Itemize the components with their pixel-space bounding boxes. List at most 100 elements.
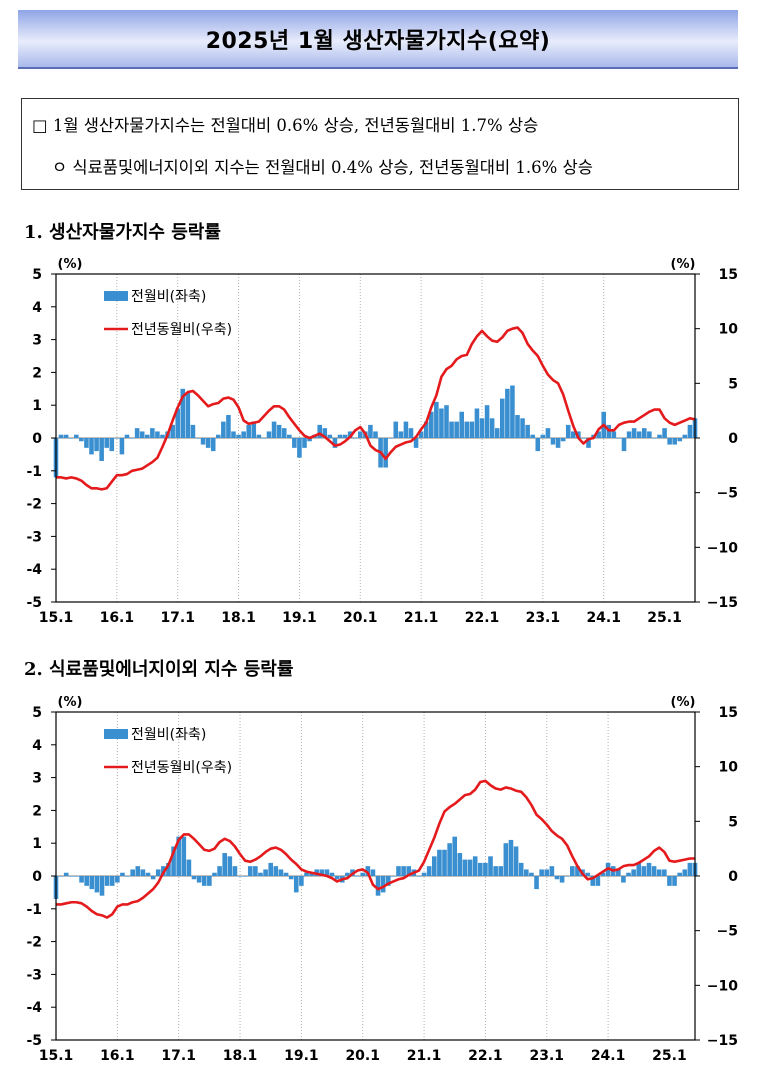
y-tick-label-right: 15: [719, 705, 738, 721]
bar-mom: [115, 876, 120, 883]
bar-mom: [595, 876, 601, 886]
bar-mom: [505, 388, 510, 438]
bar-mom: [297, 438, 302, 458]
bar-mom: [94, 438, 99, 452]
bar-mom: [545, 428, 551, 438]
bar-mom: [266, 431, 272, 438]
y-tick-label-left: -3: [26, 967, 42, 983]
x-tick-label: 23.1: [529, 1048, 564, 1064]
y-tick-label-right: 15: [719, 267, 738, 283]
bar-mom: [416, 876, 422, 877]
bar-mom: [258, 872, 263, 876]
bar-mom: [636, 862, 642, 876]
bar-mom: [439, 408, 444, 438]
bar-mom: [329, 872, 335, 876]
bar-mom: [355, 876, 360, 877]
bar-mom: [124, 434, 130, 438]
bar-mom: [651, 866, 657, 876]
bar-mom: [626, 872, 631, 876]
bar-mom: [221, 421, 226, 438]
bar-mom: [74, 876, 79, 877]
x-tick-label: 17.1: [160, 610, 195, 626]
bar-mom: [616, 438, 622, 439]
bar-mom: [99, 438, 104, 461]
y-tick-label-right: 10: [719, 760, 739, 776]
bar-mom: [373, 431, 378, 438]
y-tick-label-left: 0: [32, 431, 42, 447]
bar-mom: [652, 438, 657, 439]
bar-mom: [493, 866, 498, 876]
bar-mom: [621, 876, 626, 883]
bar-mom: [155, 431, 160, 438]
bar-mom: [171, 846, 176, 876]
bar-mom: [283, 872, 289, 876]
bar-mom: [130, 869, 135, 876]
summary-line-1: □ 1월 생산자물가지수는 전월대비 0.6% 상승, 전년동월대비 1.7% …: [32, 116, 539, 135]
bar-mom: [391, 876, 396, 877]
bar-mom: [457, 853, 463, 876]
bar-mom: [307, 438, 312, 442]
bar-mom: [672, 876, 677, 886]
bar-mom: [160, 434, 165, 438]
bar-mom: [293, 876, 299, 893]
bar-mom: [150, 428, 155, 438]
bar-mom: [120, 872, 125, 876]
x-tick-label: 18.1: [221, 610, 256, 626]
bar-mom: [292, 438, 297, 448]
y-tick-label-left: 3: [32, 771, 42, 787]
bar-mom: [342, 434, 348, 438]
bar-mom: [337, 434, 343, 438]
bar-mom: [477, 862, 483, 876]
bar-mom: [525, 424, 530, 438]
y-tick-label-left: 1: [32, 836, 42, 852]
bar-mom: [166, 862, 171, 876]
y-tick-label-right: 10: [719, 322, 739, 338]
bar-mom: [401, 866, 406, 876]
bar-mom: [667, 438, 672, 445]
bar-mom: [449, 421, 454, 438]
bar-mom: [549, 866, 555, 876]
bar-mom: [540, 434, 546, 438]
bar-mom: [281, 428, 287, 438]
bar-mom: [217, 866, 222, 876]
x-tick-label: 24.1: [591, 1048, 626, 1064]
bar-mom: [119, 438, 125, 455]
bar-mom: [559, 876, 565, 883]
bar-mom: [175, 408, 180, 438]
bar-mom: [565, 424, 571, 438]
bar-mom: [393, 421, 399, 438]
bar-mom: [358, 431, 363, 438]
bar-mom: [185, 392, 191, 438]
y-tick-label-left: 4: [32, 300, 42, 316]
bar-mom: [145, 872, 151, 876]
bar-mom: [68, 438, 74, 439]
bar-mom: [380, 876, 386, 893]
bar-mom: [600, 872, 606, 876]
bar-mom: [69, 876, 74, 877]
x-tick-label: 21.1: [407, 1048, 442, 1064]
bar-mom: [474, 408, 480, 438]
bar-mom: [550, 438, 556, 445]
bar-mom: [581, 438, 586, 439]
bar-mom: [271, 421, 277, 438]
y-tick-label-left: -2: [26, 935, 42, 951]
bar-mom: [253, 866, 258, 876]
bar-mom: [256, 434, 262, 438]
bar-mom: [452, 836, 458, 876]
bar-mom: [352, 438, 358, 439]
bar-mom: [58, 434, 64, 438]
legend-bar-swatch: [104, 729, 128, 739]
y-tick-label-right: 5: [728, 814, 738, 830]
bar-mom: [469, 421, 475, 438]
bar-mom: [494, 428, 500, 438]
bar-mom: [426, 866, 432, 876]
right-axis-unit: (%): [671, 695, 696, 710]
bar-mom: [190, 424, 196, 438]
ppi-chart: 15.1 16.1 17.1 18.1 19.1 20.1 21.1 22.1 23.1 24.1…: [26, 257, 739, 626]
bar-mom: [63, 872, 69, 876]
bar-mom: [434, 401, 439, 438]
bar-mom: [155, 869, 161, 876]
bar-mom: [89, 438, 94, 455]
bar-mom: [677, 872, 682, 876]
bar-mom: [641, 866, 647, 876]
